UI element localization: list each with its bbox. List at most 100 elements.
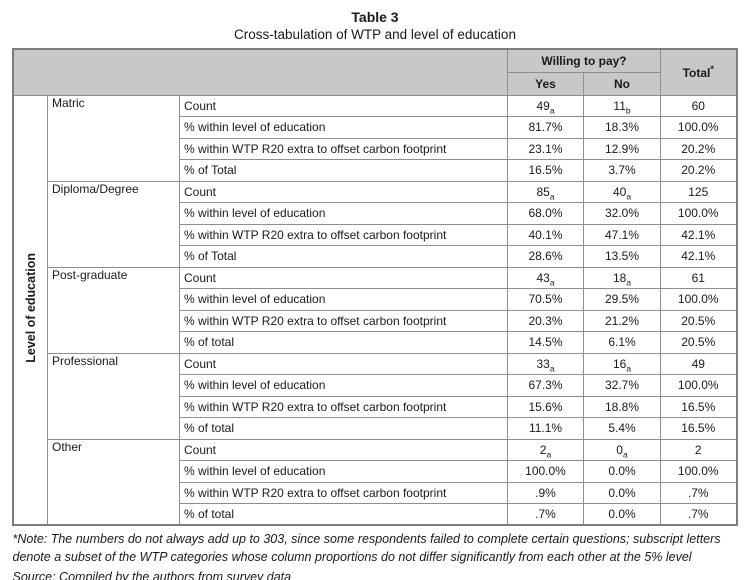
row-label-cell: Count — [178, 352, 509, 375]
value-cell-no-value: 0.0% — [608, 485, 636, 500]
value-cell-yes: .7% — [507, 503, 585, 526]
value-cell-yes: 14.5% — [507, 331, 585, 354]
value-cell-no: 16a — [583, 352, 662, 375]
value-cell-no-value: 13.5% — [605, 249, 640, 264]
value-cell-no-value: 0.0% — [608, 464, 636, 479]
value-cell-no: 5.4% — [583, 417, 662, 440]
value-cell-total: 20.5% — [660, 331, 738, 354]
table-row: % within WTP R20 extra to offset carbon … — [13, 395, 738, 418]
value-cell-total-value: 60 — [691, 98, 705, 113]
value-cell-total: 100.0% — [660, 460, 738, 483]
value-cell-total: 61 — [660, 266, 738, 289]
value-cell-no-value: 32.0% — [605, 206, 640, 221]
value-cell-total-value: 20.5% — [681, 335, 716, 350]
value-cell-yes-value: 23.1% — [528, 141, 563, 156]
row-label-cell: % within WTP R20 extra to offset carbon … — [178, 223, 509, 246]
value-cell-yes: 85a — [507, 180, 585, 203]
table-row: Level of education Matric Count 49a 11b 60 — [12, 94, 738, 526]
value-cell-no-value: 5.4% — [608, 421, 636, 436]
total-header-asterisk: * — [710, 64, 714, 75]
value-cell-total: 20.2% — [660, 137, 738, 160]
value-cell-yes: 40.1% — [507, 223, 585, 246]
row-label-cell: % within level of education — [178, 116, 509, 139]
value-cell-yes: 68.0% — [507, 202, 585, 225]
value-cell-total: 2 — [660, 438, 738, 461]
value-cell-yes: 33a — [507, 352, 585, 375]
table-row: % within WTP R20 extra to offset carbon … — [13, 481, 738, 504]
value-cell-total: 100.0% — [660, 116, 738, 139]
value-cell-total-value: 100.0% — [677, 120, 719, 135]
value-cell-yes-value: 20.3% — [528, 313, 563, 328]
value-cell-total: 100.0% — [660, 202, 738, 225]
footnote-source: Source: Compiled by the authors from sur… — [12, 570, 292, 580]
value-cell-total-value: 125 — [688, 184, 709, 199]
value-cell-no: 32.0% — [583, 202, 662, 225]
subscript-letter: a — [626, 191, 632, 202]
subscript-letter: a — [546, 449, 552, 460]
table-row: % within level of education 70.5% 29.5% 100… — [13, 288, 738, 311]
value-cell-total: .7% — [660, 481, 738, 504]
category-cell: Matric — [46, 94, 180, 182]
value-cell-total-value: 16.5% — [681, 421, 716, 436]
value-cell-yes: 20.3% — [507, 309, 585, 332]
value-cell-yes-value: 67.3% — [528, 378, 563, 393]
value-cell-no: 6.1% — [583, 331, 662, 354]
value-cell-no-value: 6.1% — [608, 335, 636, 350]
value-cell-yes-value: 40.1% — [528, 227, 563, 242]
footnotes: *Note: The numbers do not always add up … — [13, 531, 738, 580]
value-cell-no-value: 11 — [613, 98, 626, 113]
value-cell-yes: 15.6% — [507, 395, 585, 418]
value-cell-total-value: 100.0% — [677, 292, 719, 307]
value-cell-yes: 16.5% — [507, 159, 585, 182]
col-group-header: Willing to pay? — [507, 48, 662, 73]
value-cell-no: 0.0% — [583, 481, 662, 504]
value-cell-yes: .9% — [507, 481, 585, 504]
table-row: % of Total 16.5% 3.7% 20.2% — [13, 159, 738, 182]
subscript-letter: a — [549, 277, 555, 288]
value-cell-yes-value: .7% — [535, 507, 556, 521]
subscript-letter: a — [626, 363, 632, 374]
value-cell-yes-value: 15.6% — [528, 399, 563, 414]
value-cell-yes: 11.1% — [507, 417, 585, 440]
category-cell: Post-graduate — [46, 266, 180, 354]
row-label-cell: Count — [178, 180, 509, 203]
table-row: % within WTP R20 extra to offset carbon … — [13, 309, 738, 332]
value-cell-no: 18a — [583, 266, 662, 289]
value-cell-yes-value: 70.5% — [528, 292, 563, 307]
value-cell-no-value: 18.3% — [605, 120, 640, 135]
footnote-note: *Note: The numbers do not always add up … — [12, 532, 721, 564]
value-cell-total: .7% — [660, 503, 738, 526]
value-cell-yes: 70.5% — [507, 288, 585, 311]
value-cell-no: 12.9% — [583, 137, 662, 160]
value-cell-yes: 67.3% — [507, 374, 585, 397]
row-label-cell: % within WTP R20 extra to offset carbon … — [178, 137, 509, 160]
value-cell-total: 20.2% — [660, 159, 738, 182]
value-cell-no-value: 0.0% — [608, 507, 636, 521]
value-cell-no-value: 12.9% — [605, 141, 640, 156]
value-cell-no-value: 3.7% — [608, 163, 636, 178]
subscript-letter: a — [549, 363, 555, 374]
value-cell-no-value: 29.5% — [605, 292, 640, 307]
value-cell-total-value: 2 — [694, 442, 702, 457]
value-cell-no-value: 47.1% — [605, 227, 640, 242]
value-cell-total: 16.5% — [660, 417, 738, 440]
value-cell-no: 32.7% — [583, 374, 662, 397]
table-subtitle: Cross-tabulation of WTP and level of edu… — [234, 27, 516, 42]
table-title: Table 3 — [351, 9, 399, 25]
row-label-cell: % within level of education — [178, 288, 509, 311]
value-cell-total-value: 100.0% — [677, 464, 719, 479]
value-cell-no: 18.3% — [583, 116, 662, 139]
row-label-cell: % within level of education — [178, 202, 509, 225]
value-cell-total-value: 100.0% — [677, 206, 719, 221]
value-cell-total-value: .7% — [687, 485, 709, 500]
value-cell-yes: 81.7% — [507, 116, 585, 139]
row-label-cell: % of total — [178, 417, 509, 440]
row-label-cell: % within level of education — [178, 460, 509, 483]
value-cell-total: 16.5% — [660, 395, 738, 418]
value-cell-no-value: 18.8% — [605, 399, 640, 414]
subscript-letter: a — [626, 277, 632, 288]
value-cell-no: 0a — [583, 438, 662, 461]
table-row: % of total .7% 0.0% .7% — [13, 503, 738, 526]
category-cell: Other — [46, 438, 180, 526]
